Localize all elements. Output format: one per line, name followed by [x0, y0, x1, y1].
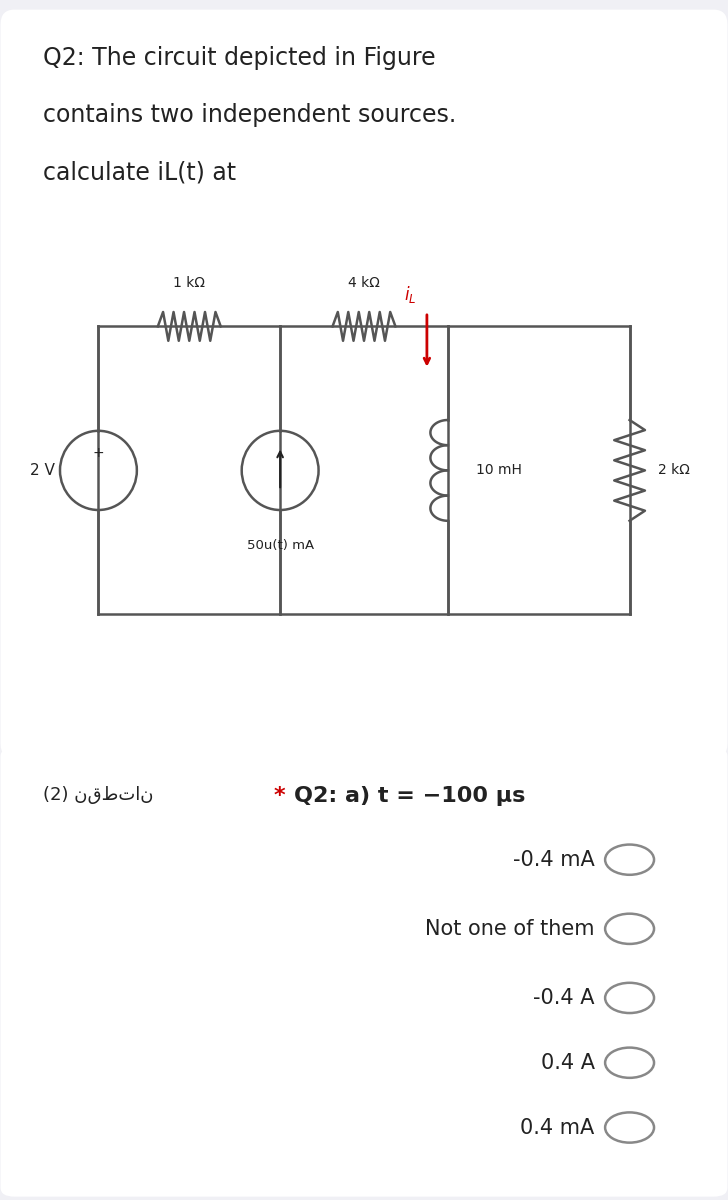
Text: (2) نقطتان: (2) نقطتان [42, 786, 153, 804]
Text: 1 kΩ: 1 kΩ [173, 276, 205, 290]
Text: -0.4 mA: -0.4 mA [513, 850, 595, 870]
Text: +: + [92, 445, 104, 460]
Text: $i_L$: $i_L$ [404, 283, 416, 305]
Text: contains two independent sources.: contains two independent sources. [42, 103, 456, 127]
Text: calculate iL(t) at: calculate iL(t) at [42, 161, 236, 185]
Text: *: * [273, 786, 285, 806]
Text: Not one of them: Not one of them [425, 919, 595, 938]
Text: 0.4 A: 0.4 A [541, 1052, 595, 1073]
Text: 2 kΩ: 2 kΩ [657, 463, 689, 478]
Text: 0.4 mA: 0.4 mA [521, 1117, 595, 1138]
FancyBboxPatch shape [1, 748, 727, 1196]
Text: 50u(t) mA: 50u(t) mA [247, 539, 314, 552]
Text: 2 V: 2 V [30, 463, 55, 478]
FancyBboxPatch shape [1, 10, 727, 758]
Text: 10 mH: 10 mH [476, 463, 522, 478]
Text: Q2: a) t = −100 μs: Q2: a) t = −100 μs [294, 786, 526, 806]
Text: Q2: The circuit depicted in Figure: Q2: The circuit depicted in Figure [42, 46, 435, 70]
Text: -0.4 A: -0.4 A [533, 988, 595, 1008]
Text: 4 kΩ: 4 kΩ [348, 276, 380, 290]
